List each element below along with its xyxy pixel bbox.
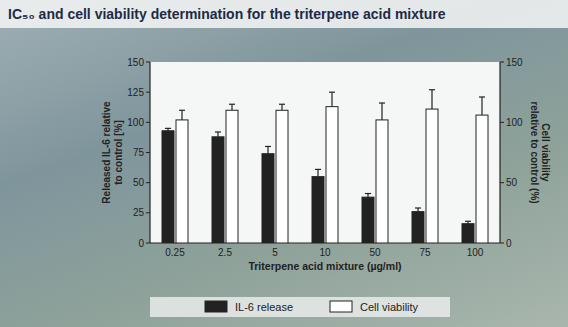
error-bar [267,146,268,153]
bar [462,224,474,243]
x-tick-label: 2.5 [218,247,232,258]
error-cap [479,96,485,97]
y-axis-label-line: Released IL-6 relative [101,101,112,204]
x-tick-label: 75 [419,247,431,258]
plot-area [150,62,500,243]
error-cap [379,102,385,103]
y-tick [146,152,150,153]
y-tick [146,243,150,244]
bar [276,110,288,243]
bar [176,120,188,243]
y-tick-label: 150 [127,57,144,68]
y-tick-label: 100 [127,117,144,128]
y-tick [146,182,150,183]
error-cap [465,221,471,222]
error-cap [415,207,421,208]
x-tick-label: 50 [369,247,381,258]
error-cap [215,131,221,132]
legend-swatch [205,301,227,312]
y2-tick [500,243,504,244]
bar [226,110,238,243]
error-cap [165,128,171,129]
bar [426,109,438,243]
y2-tick-label: 50 [506,177,518,188]
error-bar [431,90,432,109]
bars [162,90,488,243]
y-axis-label: Released IL-6 relativeto control [%] [101,101,124,204]
title-band [0,0,568,28]
bar [262,154,274,243]
bar [476,115,488,243]
y-tick [146,62,150,63]
legend-label: IL-6 release [235,301,293,313]
bar [412,212,424,243]
error-bar [481,97,482,115]
error-bar [281,104,282,110]
error-cap [229,104,235,105]
bar [162,131,174,243]
error-cap [279,104,285,105]
x-tick-label: 100 [467,247,484,258]
bar [312,177,324,243]
title: IC₅₀ and cell viability determination fo… [8,6,446,22]
error-cap [365,193,371,194]
y2-tick-label: 0 [506,238,512,249]
y-tick [146,212,150,213]
y-tick-label: 25 [133,207,145,218]
legend-box [150,297,450,317]
error-bar [331,92,332,106]
legend-label: Cell viability [360,301,419,313]
y-tick [146,122,150,123]
y-tick-label: 0 [138,238,144,249]
y-tick-label: 75 [133,147,145,158]
y-axis-label-line: to control [%] [113,120,124,184]
error-cap [179,110,185,111]
y2-axis [499,62,500,243]
y2-axis-label: Cell viabilityrelative to control (%) [529,101,552,203]
y2-tick [500,122,504,123]
error-cap [329,92,335,93]
legend-swatch [330,301,352,312]
x-axis [150,242,500,243]
error-bar [181,110,182,120]
error-cap [429,89,435,90]
bar [326,107,338,243]
bar [376,120,388,243]
y-tick-label: 125 [127,87,144,98]
error-bar [231,104,232,110]
error-cap [265,146,271,147]
x-tick-label: 10 [319,247,331,258]
y2-axis-label-line: relative to control (%) [529,101,540,203]
y2-tick [500,62,504,63]
y-tick-label: 50 [133,177,145,188]
error-cap [315,169,321,170]
error-bar [317,169,318,176]
y2-axis-label-line: Cell viability [540,123,551,182]
bar [362,197,374,243]
error-bar [381,103,382,120]
bar [212,137,224,243]
x-tick-label: 5 [272,247,278,258]
error-bar [217,132,218,137]
x-axis-label: Triterpene acid mixture (µg/ml) [248,260,401,272]
chart: IC₅₀ and cell viability determination fo… [0,0,568,327]
y2-tick [500,182,504,183]
y2-tick-label: 100 [506,117,523,128]
y2-tick-label: 150 [506,57,523,68]
x-tick-label: 0.25 [165,247,185,258]
y-tick [146,92,150,93]
